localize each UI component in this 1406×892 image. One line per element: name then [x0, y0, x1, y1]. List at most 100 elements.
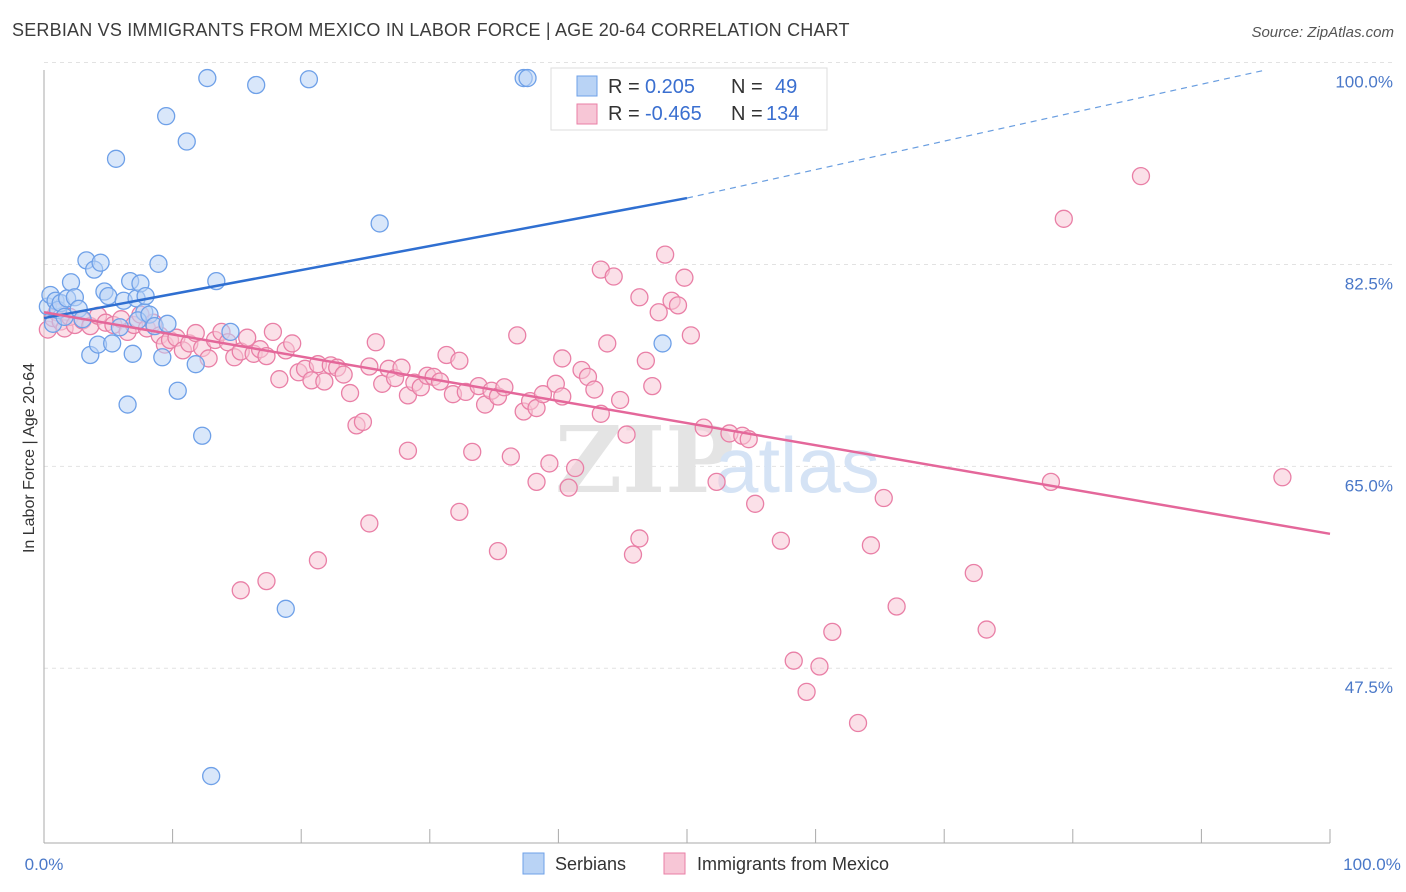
- x-tick-label-max: 100.0%: [1343, 855, 1401, 874]
- point-serbians: [186, 355, 205, 374]
- point-mexico: [861, 536, 881, 555]
- point-mexico: [1273, 468, 1292, 487]
- point-serbians: [106, 149, 126, 168]
- trend-line-serbians: [43, 196, 688, 320]
- point-mexico: [463, 442, 482, 462]
- point-serbians: [99, 286, 118, 306]
- point-mexico: [874, 488, 893, 508]
- y-tick-label: 47.5%: [1345, 678, 1393, 697]
- point-mexico: [643, 376, 662, 396]
- gridlines: [44, 62, 1394, 669]
- point-mexico: [617, 425, 636, 444]
- point-serbians: [103, 334, 122, 353]
- point-serbians: [168, 381, 187, 400]
- point-mexico: [585, 380, 604, 399]
- legend-n-value-mexico: 134: [766, 103, 799, 125]
- series-legend-label-serbians: Serbians: [555, 854, 626, 874]
- point-serbians: [193, 426, 212, 445]
- point-mexico: [1054, 209, 1073, 228]
- point-mexico: [598, 334, 617, 353]
- point-mexico: [527, 472, 546, 492]
- point-mexico: [360, 514, 379, 533]
- point-serbians: [158, 314, 177, 333]
- point-mexico: [1131, 166, 1151, 186]
- point-mexico: [353, 412, 373, 432]
- legend-r-label-mexico: R =: [608, 103, 640, 125]
- point-mexico: [450, 351, 469, 370]
- legend-n-label-serbians: N =: [731, 76, 763, 98]
- point-mexico: [270, 370, 289, 389]
- point-serbians: [518, 68, 537, 88]
- point-mexico: [810, 657, 829, 676]
- point-serbians: [61, 273, 81, 292]
- point-mexico: [636, 351, 655, 370]
- point-serbians: [149, 254, 168, 273]
- point-mexico: [340, 383, 360, 403]
- point-serbians: [157, 106, 176, 126]
- point-serbians: [91, 253, 110, 272]
- point-serbians: [177, 132, 196, 151]
- point-serbians: [299, 70, 319, 89]
- point-serbians: [153, 348, 172, 367]
- point-mexico: [508, 326, 527, 345]
- point-mexico: [257, 571, 276, 591]
- trend-lines: [43, 69, 1331, 536]
- legend-r-value-mexico: -0.465: [645, 103, 702, 125]
- point-mexico: [707, 472, 726, 492]
- point-mexico: [771, 531, 791, 550]
- point-mexico: [559, 478, 578, 497]
- point-mexico: [540, 454, 559, 473]
- point-mexico: [263, 322, 283, 342]
- point-mexico: [887, 597, 906, 616]
- point-mexico: [604, 267, 623, 286]
- point-mexico: [675, 268, 694, 287]
- point-mexico: [977, 620, 996, 639]
- legend-swatch-serbians: [576, 75, 598, 97]
- point-serbians: [653, 334, 672, 353]
- point-mexico: [308, 551, 328, 570]
- y-tick-label: 65.0%: [1345, 476, 1393, 495]
- point-serbians: [370, 214, 389, 233]
- point-mexico: [823, 622, 842, 642]
- point-mexico: [797, 682, 816, 702]
- series-legend-swatch-serbians: [522, 852, 545, 875]
- legend-swatch-mexico: [576, 103, 598, 125]
- point-mexico: [623, 545, 643, 564]
- source-label: Source: ZipAtlas.com: [1251, 24, 1394, 41]
- point-serbians: [118, 395, 137, 414]
- trend-line-mexico: [43, 311, 1331, 536]
- point-serbians: [221, 322, 240, 342]
- point-mexico: [334, 365, 353, 384]
- x-ticks: [43, 829, 1331, 843]
- point-mexico: [681, 326, 701, 345]
- series-legend: Serbians Immigrants from Mexico: [522, 852, 889, 875]
- point-mexico: [649, 303, 668, 322]
- point-mexico: [553, 349, 572, 368]
- y-tick-labels: 47.5% 65.0% 82.5% 100.0%: [1335, 73, 1393, 698]
- legend-r-value-serbians: 0.205: [645, 76, 695, 98]
- series-legend-label-mexico: Immigrants from Mexico: [697, 854, 889, 874]
- point-mexico: [610, 390, 630, 410]
- point-mexico: [964, 563, 983, 583]
- series-mexico-points: [38, 166, 1292, 733]
- y-axis-title: In Labor Force | Age 20-64: [21, 363, 38, 553]
- chart-title: SERBIAN VS IMMIGRANTS FROM MEXICO IN LAB…: [12, 20, 850, 40]
- point-mexico: [315, 372, 334, 391]
- point-mexico: [488, 541, 508, 561]
- point-mexico: [283, 334, 302, 353]
- point-mexico: [746, 494, 765, 513]
- point-mexico: [398, 441, 418, 460]
- stats-legend: R = 0.205 N = 49 R = -0.465 N = 134: [550, 67, 828, 131]
- point-serbians: [123, 344, 142, 363]
- series-serbians-points: [38, 68, 672, 786]
- watermark: ZIP atlas: [555, 406, 880, 514]
- legend-n-label-mexico: N =: [731, 103, 763, 125]
- point-mexico: [450, 502, 469, 522]
- point-serbians: [202, 766, 221, 786]
- x-tick-label-min: 0.0%: [25, 855, 64, 874]
- legend-r-label-serbians: R =: [608, 76, 640, 98]
- point-mexico: [366, 333, 385, 352]
- point-mexico: [231, 581, 250, 600]
- y-tick-label: 82.5%: [1345, 274, 1393, 293]
